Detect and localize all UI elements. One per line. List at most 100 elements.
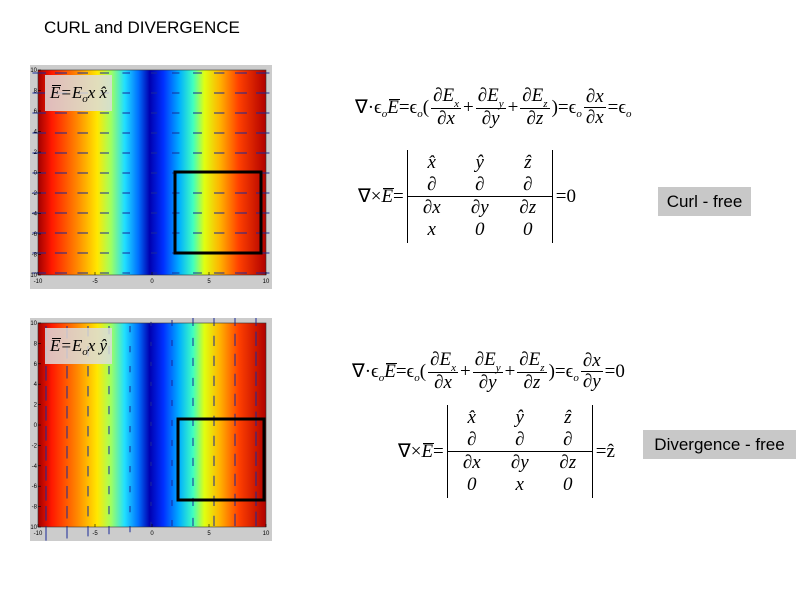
y-tick-label: -6: [32, 232, 38, 238]
matrix-cell: ∂: [523, 174, 533, 195]
plus: +: [504, 360, 516, 382]
x-tick-label: -5: [92, 279, 98, 285]
x-tick-label: -5: [92, 531, 98, 537]
numerator: ∂E x: [428, 350, 458, 374]
y-tick-label: 0: [34, 423, 38, 429]
label-rest: x x̂: [87, 83, 108, 102]
denominator: ∂y: [478, 372, 497, 393]
label-eq: =E: [60, 336, 83, 355]
matrix-cell: ∂x: [447, 451, 496, 474]
y-tick-label: -8: [32, 253, 38, 259]
matrix-cell: ∂y: [455, 196, 504, 219]
matrix-cell: x̂: [467, 407, 476, 428]
divergence-equation: ∇·ϵ o E =ϵ o(∂E x ∂x + ∂E y ∂y + ∂E z ∂z)=ϵ o ∂x ∂y =0: [352, 350, 625, 393]
matrix-cell: x: [427, 219, 436, 240]
matrix-cell: ∂: [515, 429, 525, 450]
plus: +: [459, 360, 471, 382]
x-tick-label: 10: [263, 531, 270, 537]
numerator: ∂E y: [472, 350, 503, 374]
y-tick-label: -2: [32, 443, 38, 449]
matrix-cell: ∂: [475, 174, 485, 195]
vector-e: E: [50, 336, 62, 355]
label-sub: o: [82, 93, 88, 105]
denominator: ∂y: [481, 108, 500, 129]
slide-title: CURL and DIVERGENCE: [44, 18, 240, 37]
numerator: ∂x: [583, 86, 606, 108]
curl-free-tag: Curl - free: [658, 187, 751, 216]
matrix-cell: ŷ: [515, 407, 524, 428]
numerator-text: ∂E: [433, 85, 455, 106]
vector-e: E: [50, 83, 62, 102]
sub: o: [381, 107, 388, 120]
paren: (: [419, 360, 427, 382]
plus: +: [507, 96, 519, 118]
op: ∇·ϵ: [355, 97, 382, 118]
y-tick-label: 6: [34, 109, 38, 115]
numerator: ∂x: [580, 351, 603, 372]
y-tick-label: 2: [34, 150, 38, 156]
matrix-cell: ∂: [427, 174, 437, 195]
curl-equation: ∇× E = x̂ ŷ ẑ ∂ ∂ ∂ ∂x ∂y ∂z 0 x 0 =ẑ: [398, 405, 615, 498]
numerator-text: ∂x: [585, 86, 604, 107]
sub: o: [378, 371, 385, 384]
y-tick-label: -10: [30, 525, 38, 531]
y-tick-label: -2: [32, 191, 38, 197]
vector-e: E: [381, 185, 394, 207]
y-tick-label: 4: [34, 130, 38, 136]
matrix-cell: ∂y: [495, 451, 544, 474]
y-tick-label: 8: [34, 341, 38, 347]
op: =ϵ: [395, 360, 415, 382]
x-tick-label: 10: [263, 279, 270, 285]
numerator: ∂E y: [475, 86, 506, 110]
denominator: ∂x: [585, 107, 604, 128]
label-rest: x ŷ: [87, 336, 108, 355]
field-label: E =E o x ŷ: [45, 328, 113, 364]
denominator: ∂x: [434, 372, 452, 393]
matrix-cell: ŷ: [475, 152, 484, 173]
numerator-text: ∂E: [522, 85, 544, 106]
sub: o: [414, 371, 420, 384]
op: =: [393, 185, 404, 207]
x-tick-label: -10: [34, 279, 43, 285]
fraction: ∂E x ∂x: [431, 86, 461, 129]
numerator-text: ∂E: [519, 349, 541, 370]
y-tick-label: 8: [34, 89, 38, 95]
y-tick-label: 2: [34, 403, 38, 409]
matrix-cell: 0: [467, 474, 477, 495]
fraction: ∂E y ∂y: [472, 350, 503, 393]
field-label: E =E o x x̂: [45, 75, 113, 111]
op: )=ϵ: [548, 360, 574, 382]
y-tick-label: -8: [32, 505, 38, 511]
determinant: x̂ ŷ ẑ ∂ ∂ ∂ ∂x ∂y ∂z 0 x 0: [446, 405, 593, 498]
y-tick-label: -6: [32, 484, 38, 490]
x-tick-label: 0: [150, 531, 154, 537]
numerator: ∂E z: [520, 85, 550, 110]
field-plot: 10 8 6 4 2 0 -2 -4 -6 -8 -10-10 -5 0 5 10 E=Eox x̂: [30, 65, 272, 289]
y-tick-label: 10: [30, 321, 37, 327]
label-sub: o: [82, 346, 88, 358]
op: )=ϵ: [551, 96, 577, 118]
label-eq: =E: [60, 83, 83, 102]
matrix-cell: ẑ: [524, 152, 532, 173]
numerator-sub: x: [454, 98, 459, 110]
y-tick-label: -4: [32, 464, 38, 470]
y-tick-label: -4: [32, 212, 38, 218]
numerator: ∂E z: [517, 349, 547, 374]
highlight-box: [176, 417, 266, 502]
y-tick-label: 0: [34, 171, 38, 177]
x-tick-label: 0: [150, 279, 154, 285]
paren: (: [422, 96, 430, 118]
matrix-cell: ∂: [467, 429, 477, 450]
denominator: ∂y: [582, 371, 601, 392]
y-tick-label: 4: [34, 382, 38, 388]
result: =0: [555, 185, 576, 207]
x-tick-label: 5: [207, 531, 211, 537]
determinant: x̂ ŷ ẑ ∂ ∂ ∂ ∂x ∂y ∂z x 0 0: [406, 150, 553, 243]
numerator-sub: z: [540, 362, 545, 374]
y-tick-label: 6: [34, 362, 38, 368]
op: ∇·ϵ: [352, 361, 379, 382]
sub: o: [576, 107, 582, 120]
matrix-cell: ∂: [563, 429, 573, 450]
matrix-cell: 0: [523, 219, 533, 240]
